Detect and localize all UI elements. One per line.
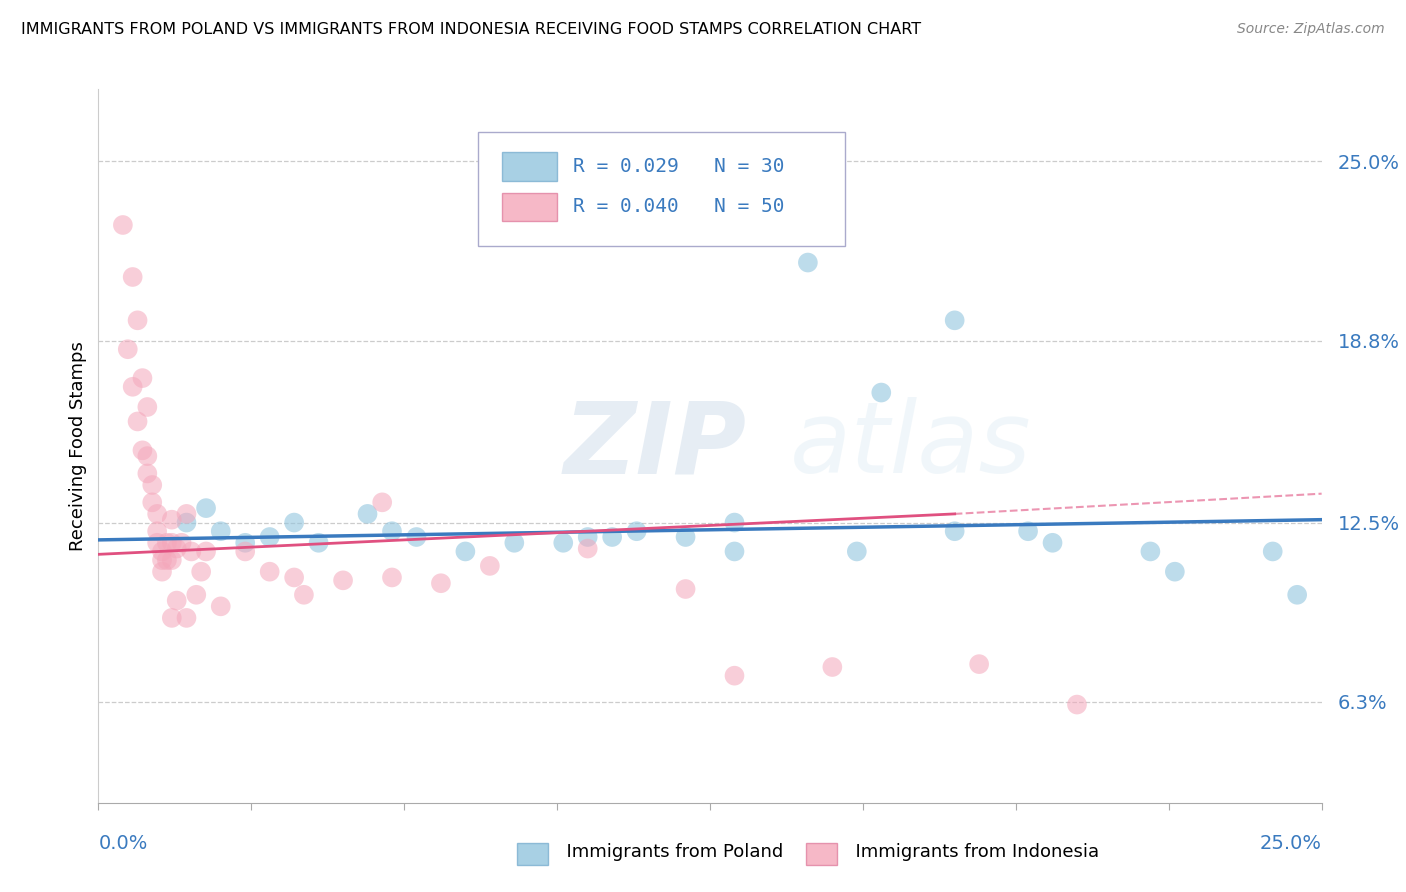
Point bbox=[233, 544, 256, 558]
Point bbox=[156, 536, 179, 550]
Point bbox=[332, 574, 354, 588]
Point bbox=[430, 576, 453, 591]
Text: 25.0%: 25.0% bbox=[1260, 834, 1322, 853]
Point bbox=[180, 544, 202, 558]
Point bbox=[600, 530, 623, 544]
Point bbox=[176, 516, 198, 530]
Point bbox=[371, 495, 394, 509]
Point bbox=[146, 507, 169, 521]
Point bbox=[1164, 565, 1187, 579]
Point bbox=[1017, 524, 1039, 539]
Point bbox=[209, 524, 232, 539]
Text: R = 0.029   N = 30: R = 0.029 N = 30 bbox=[574, 157, 785, 176]
Point bbox=[723, 544, 745, 558]
FancyBboxPatch shape bbox=[478, 132, 845, 246]
Point bbox=[576, 541, 599, 556]
Point bbox=[576, 530, 599, 544]
Point bbox=[259, 565, 281, 579]
Point bbox=[186, 588, 208, 602]
Point bbox=[117, 342, 139, 356]
Point bbox=[797, 255, 820, 269]
Point bbox=[136, 467, 159, 481]
Point bbox=[626, 524, 648, 539]
Point bbox=[259, 530, 281, 544]
Point bbox=[156, 553, 179, 567]
Point bbox=[1042, 536, 1064, 550]
Point bbox=[160, 536, 183, 550]
Point bbox=[308, 536, 330, 550]
Point bbox=[1286, 588, 1309, 602]
Point bbox=[160, 553, 183, 567]
Point bbox=[454, 544, 477, 558]
Point bbox=[146, 524, 169, 539]
Point bbox=[136, 449, 159, 463]
FancyBboxPatch shape bbox=[502, 152, 557, 180]
Point bbox=[1261, 544, 1284, 558]
Point bbox=[381, 570, 404, 584]
Point bbox=[111, 218, 134, 232]
Point bbox=[166, 593, 188, 607]
Y-axis label: Receiving Food Stamps: Receiving Food Stamps bbox=[69, 341, 87, 551]
Point bbox=[176, 507, 198, 521]
Point bbox=[405, 530, 427, 544]
Point bbox=[675, 582, 697, 596]
Point bbox=[233, 536, 256, 550]
Point bbox=[723, 668, 745, 682]
Text: ZIP: ZIP bbox=[564, 398, 747, 494]
Point bbox=[160, 513, 183, 527]
Text: atlas: atlas bbox=[790, 398, 1031, 494]
Point bbox=[478, 558, 501, 573]
Point bbox=[292, 588, 315, 602]
Point bbox=[195, 501, 218, 516]
Point bbox=[1066, 698, 1088, 712]
Point bbox=[967, 657, 990, 672]
Text: R = 0.040   N = 50: R = 0.040 N = 50 bbox=[574, 197, 785, 217]
Point bbox=[723, 516, 745, 530]
Point bbox=[381, 524, 404, 539]
Point bbox=[943, 313, 966, 327]
Point bbox=[870, 385, 893, 400]
Point bbox=[141, 478, 163, 492]
Point bbox=[136, 400, 159, 414]
Point bbox=[195, 544, 218, 558]
Point bbox=[146, 536, 169, 550]
Point bbox=[553, 536, 575, 550]
Point bbox=[503, 536, 526, 550]
Point bbox=[356, 507, 378, 521]
Point bbox=[943, 524, 966, 539]
Point bbox=[170, 536, 193, 550]
Text: Immigrants from Poland: Immigrants from Poland bbox=[555, 843, 783, 861]
Point bbox=[821, 660, 844, 674]
Point bbox=[150, 565, 173, 579]
Point bbox=[190, 565, 212, 579]
Point bbox=[176, 611, 198, 625]
Point bbox=[283, 516, 305, 530]
Text: Immigrants from Indonesia: Immigrants from Indonesia bbox=[844, 843, 1098, 861]
Point bbox=[141, 495, 163, 509]
Point bbox=[675, 530, 697, 544]
Point bbox=[150, 553, 173, 567]
FancyBboxPatch shape bbox=[502, 193, 557, 221]
Point bbox=[1139, 544, 1161, 558]
Point bbox=[131, 371, 153, 385]
Point bbox=[127, 414, 149, 428]
Point bbox=[127, 313, 149, 327]
Point bbox=[131, 443, 153, 458]
Point bbox=[121, 270, 143, 285]
Text: IMMIGRANTS FROM POLAND VS IMMIGRANTS FROM INDONESIA RECEIVING FOOD STAMPS CORREL: IMMIGRANTS FROM POLAND VS IMMIGRANTS FRO… bbox=[21, 22, 921, 37]
Point bbox=[121, 380, 143, 394]
Point bbox=[166, 541, 188, 556]
Point bbox=[845, 544, 868, 558]
Point bbox=[150, 544, 173, 558]
Point bbox=[209, 599, 232, 614]
Point bbox=[283, 570, 305, 584]
Text: 0.0%: 0.0% bbox=[98, 834, 148, 853]
Point bbox=[160, 611, 183, 625]
Text: Source: ZipAtlas.com: Source: ZipAtlas.com bbox=[1237, 22, 1385, 37]
